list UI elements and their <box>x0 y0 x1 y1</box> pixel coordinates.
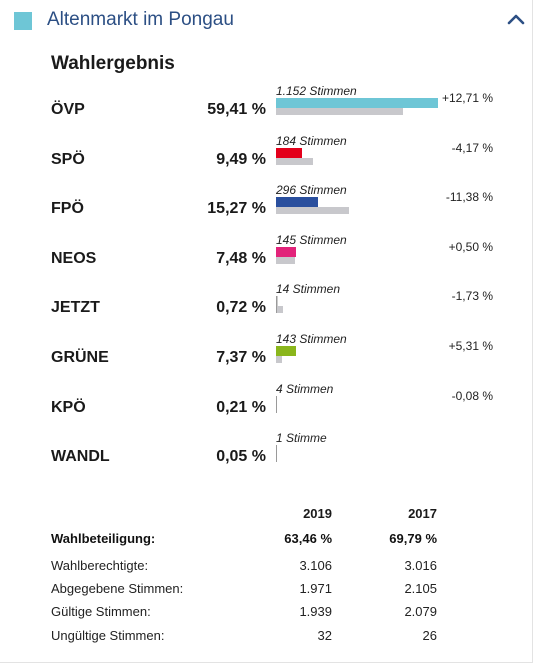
bar-baseline <box>276 445 277 463</box>
party-name: GRÜNE <box>51 349 109 366</box>
change-value: +12,71 % <box>441 91 493 105</box>
stat-label: Wahlbeteiligung: <box>51 531 156 546</box>
party-name: FPÖ <box>51 200 84 218</box>
previous-result-bar <box>276 108 404 115</box>
current-result-bar <box>276 346 297 356</box>
current-result-bar <box>276 147 302 158</box>
vote-share: 59,41 % <box>207 101 266 118</box>
region-color-swatch <box>14 12 32 30</box>
stat-previous: 3.016 <box>404 558 437 573</box>
region-header[interactable]: Altenmarkt im Pongau <box>14 8 530 36</box>
stat-label: Ungültige Stimmen: <box>51 628 165 643</box>
change-value: +0,50 % <box>448 239 493 254</box>
bar-baseline <box>276 395 277 413</box>
previous-result-bar <box>276 207 349 215</box>
previous-result-bar <box>276 356 282 363</box>
vote-share: 7,37 % <box>216 349 266 366</box>
stat-previous: 69,79 % <box>389 531 437 546</box>
vote-share: 15,27 % <box>207 200 266 218</box>
party-name: ÖVP <box>51 101 85 118</box>
vote-count: 1.152 Stimmen <box>276 84 357 98</box>
stat-previous: 2.079 <box>404 604 437 619</box>
stat-label: Abgegebene Stimmen: <box>51 581 184 596</box>
stat-previous: 2.105 <box>404 581 437 596</box>
stat-current: 63,46 % <box>284 531 332 546</box>
vote-count: 184 Stimmen <box>276 133 347 148</box>
change-value: -11,38 % <box>445 190 493 205</box>
vote-count: 143 Stimmen <box>276 332 347 346</box>
vote-count: 1 Stimme <box>276 431 327 446</box>
current-result-bar <box>276 197 318 208</box>
bar-baseline <box>276 296 277 314</box>
stat-label: Wahlberechtigte: <box>51 558 149 573</box>
current-result-bar <box>276 246 297 257</box>
stat-current: 1.971 <box>299 581 332 596</box>
party-name: NEOS <box>51 249 97 267</box>
vote-share: 0,05 % <box>216 448 266 466</box>
previous-result-bar <box>276 157 314 165</box>
vote-count: 14 Stimmen <box>276 282 341 297</box>
vote-count: 4 Stimmen <box>276 381 334 396</box>
vote-share: 0,72 % <box>216 299 266 317</box>
change-value: -4,17 % <box>451 140 493 155</box>
previous-result-bar <box>276 306 283 314</box>
chevron-up-icon[interactable] <box>506 10 526 30</box>
stat-current: 3.106 <box>299 558 332 573</box>
previous-result-bar <box>276 256 296 264</box>
vote-count: 145 Stimmen <box>276 232 347 247</box>
vote-share: 7,48 % <box>216 249 266 267</box>
vote-share: 9,49 % <box>216 150 266 168</box>
region-name: Altenmarkt im Pongau <box>47 9 234 30</box>
change-value: -1,73 % <box>451 289 493 304</box>
current-result-bar <box>276 98 438 108</box>
stat-current: 32 <box>317 628 332 643</box>
party-name: WANDL <box>51 448 110 466</box>
party-name: JETZT <box>51 299 100 317</box>
stat-previous: 26 <box>422 628 437 643</box>
year-previous-header: 2017 <box>408 506 437 521</box>
stat-current: 1.939 <box>299 604 332 619</box>
party-name: SPÖ <box>51 150 85 168</box>
vote-share: 0,21 % <box>216 398 266 416</box>
year-current-header: 2019 <box>303 506 332 521</box>
vote-count: 296 Stimmen <box>276 183 347 198</box>
change-value: +5,31 % <box>448 339 493 353</box>
change-value: -0,08 % <box>451 388 493 403</box>
section-title: Wahlergebnis <box>51 53 175 74</box>
stat-label: Gültige Stimmen: <box>51 604 151 619</box>
party-name: KPÖ <box>51 398 86 416</box>
